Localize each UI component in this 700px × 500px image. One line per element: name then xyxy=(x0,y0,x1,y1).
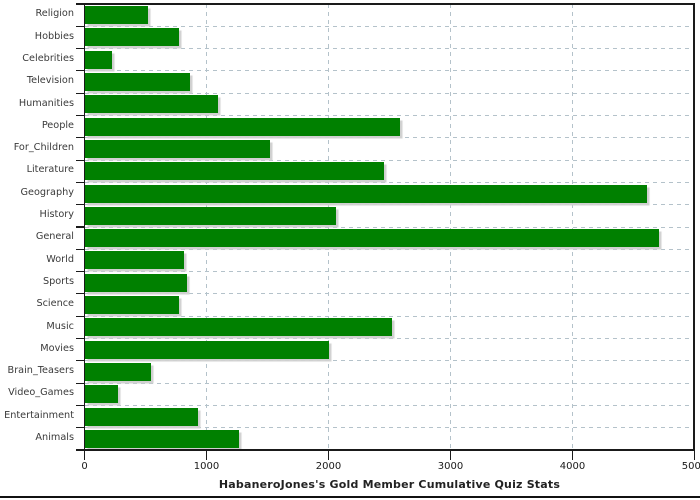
gridline-horizontal xyxy=(85,226,694,228)
bar-religion xyxy=(84,6,149,25)
gridline-horizontal xyxy=(85,404,694,406)
category-label: General xyxy=(35,231,74,243)
bottom-rule xyxy=(0,496,700,498)
y-axis-tick xyxy=(76,48,85,50)
gridline-horizontal xyxy=(85,271,694,273)
y-axis-tick xyxy=(76,3,85,5)
category-label: Literature xyxy=(26,164,74,176)
x-tick-label: 0 xyxy=(81,461,88,472)
x-axis xyxy=(76,449,696,451)
gridline-horizontal xyxy=(85,338,694,339)
x-tick-label: 2000 xyxy=(315,461,342,472)
category-label: Celebrities xyxy=(22,52,74,64)
y-axis-tick xyxy=(76,271,85,273)
bar-geography xyxy=(84,184,648,203)
x-axis-tick xyxy=(693,450,696,460)
bar-entertainment xyxy=(84,407,198,426)
gridline-horizontal xyxy=(85,315,694,317)
category-label: Movies xyxy=(40,342,74,354)
y-axis-tick xyxy=(76,360,85,362)
bar-sports xyxy=(84,273,187,292)
x-axis-tick xyxy=(571,450,574,460)
bar-science xyxy=(84,296,179,315)
gridline-horizontal xyxy=(85,70,694,72)
x-axis-tick xyxy=(205,450,208,460)
y-axis-tick xyxy=(76,315,85,317)
y-axis-tick xyxy=(76,114,85,117)
category-label: For_Children xyxy=(13,142,74,154)
gridline-horizontal xyxy=(85,92,694,94)
bar-video_games xyxy=(84,385,119,404)
bar-hobbies xyxy=(84,28,180,47)
gridline-horizontal xyxy=(85,48,694,50)
y-axis-tick xyxy=(76,25,85,27)
y-axis-tick xyxy=(76,382,85,384)
bar-television xyxy=(84,73,191,92)
category-label: Hobbies xyxy=(34,30,74,42)
category-label: Humanities xyxy=(18,97,74,109)
y-axis-tick xyxy=(76,181,85,183)
x-tick-label: 4000 xyxy=(559,461,586,472)
gridline-horizontal xyxy=(85,382,694,384)
x-tick-label: 3000 xyxy=(437,461,464,472)
category-label: Geography xyxy=(20,186,75,198)
gridline-horizontal xyxy=(85,137,694,139)
y-axis-tick xyxy=(76,70,85,72)
bar-brain_teasers xyxy=(84,362,151,381)
x-tick-label: 5000 xyxy=(681,461,700,472)
gridline-horizontal xyxy=(85,360,694,362)
bar-general xyxy=(84,229,660,248)
bar-for_children xyxy=(84,139,271,158)
y-axis-tick xyxy=(76,337,85,340)
plot-right-border xyxy=(693,3,695,450)
category-label: Brain_Teasers xyxy=(7,365,74,377)
gridline-horizontal xyxy=(85,248,694,250)
gridline-horizontal xyxy=(85,159,694,161)
y-axis-tick xyxy=(76,226,85,228)
bar-literature xyxy=(84,162,384,181)
gridline-horizontal xyxy=(85,293,694,295)
plot-top-border xyxy=(84,3,696,5)
bar-animals xyxy=(84,429,240,448)
category-label: History xyxy=(39,209,74,221)
x-axis-tick xyxy=(449,450,452,460)
y-axis-tick xyxy=(76,92,85,94)
bar-humanities xyxy=(84,95,219,114)
bar-movies xyxy=(84,340,329,359)
gridline-horizontal xyxy=(85,204,694,206)
bar-history xyxy=(84,206,337,225)
category-label: Entertainment xyxy=(4,409,74,421)
y-axis xyxy=(83,4,86,460)
gridline-horizontal xyxy=(85,25,694,27)
x-tick-label: 1000 xyxy=(193,461,220,472)
gridline-horizontal xyxy=(85,115,694,116)
category-label: Religion xyxy=(35,8,74,20)
category-label: Sports xyxy=(42,275,74,287)
y-axis-tick xyxy=(76,404,85,406)
gridline-horizontal xyxy=(85,181,694,183)
category-label: Television xyxy=(26,75,74,87)
y-axis-tick xyxy=(76,248,85,250)
y-axis-tick xyxy=(76,427,85,429)
y-axis-tick xyxy=(76,159,85,161)
chart-title: HabaneroJones's Gold Member Cumulative Q… xyxy=(218,478,561,491)
category-label: World xyxy=(46,253,74,265)
category-label: Video_Games xyxy=(8,387,74,399)
y-axis-tick xyxy=(76,204,85,206)
category-label: Science xyxy=(36,298,74,310)
category-label: Animals xyxy=(35,432,74,444)
category-label: Music xyxy=(46,320,74,332)
category-label: People xyxy=(41,119,74,131)
bar-world xyxy=(84,251,184,270)
bar-music xyxy=(84,318,392,337)
x-axis-tick xyxy=(327,450,330,460)
gridline-horizontal xyxy=(85,427,694,429)
bar-celebrities xyxy=(84,50,113,69)
y-axis-tick xyxy=(76,293,85,295)
bar-people xyxy=(84,117,401,136)
y-axis-tick xyxy=(76,137,85,139)
